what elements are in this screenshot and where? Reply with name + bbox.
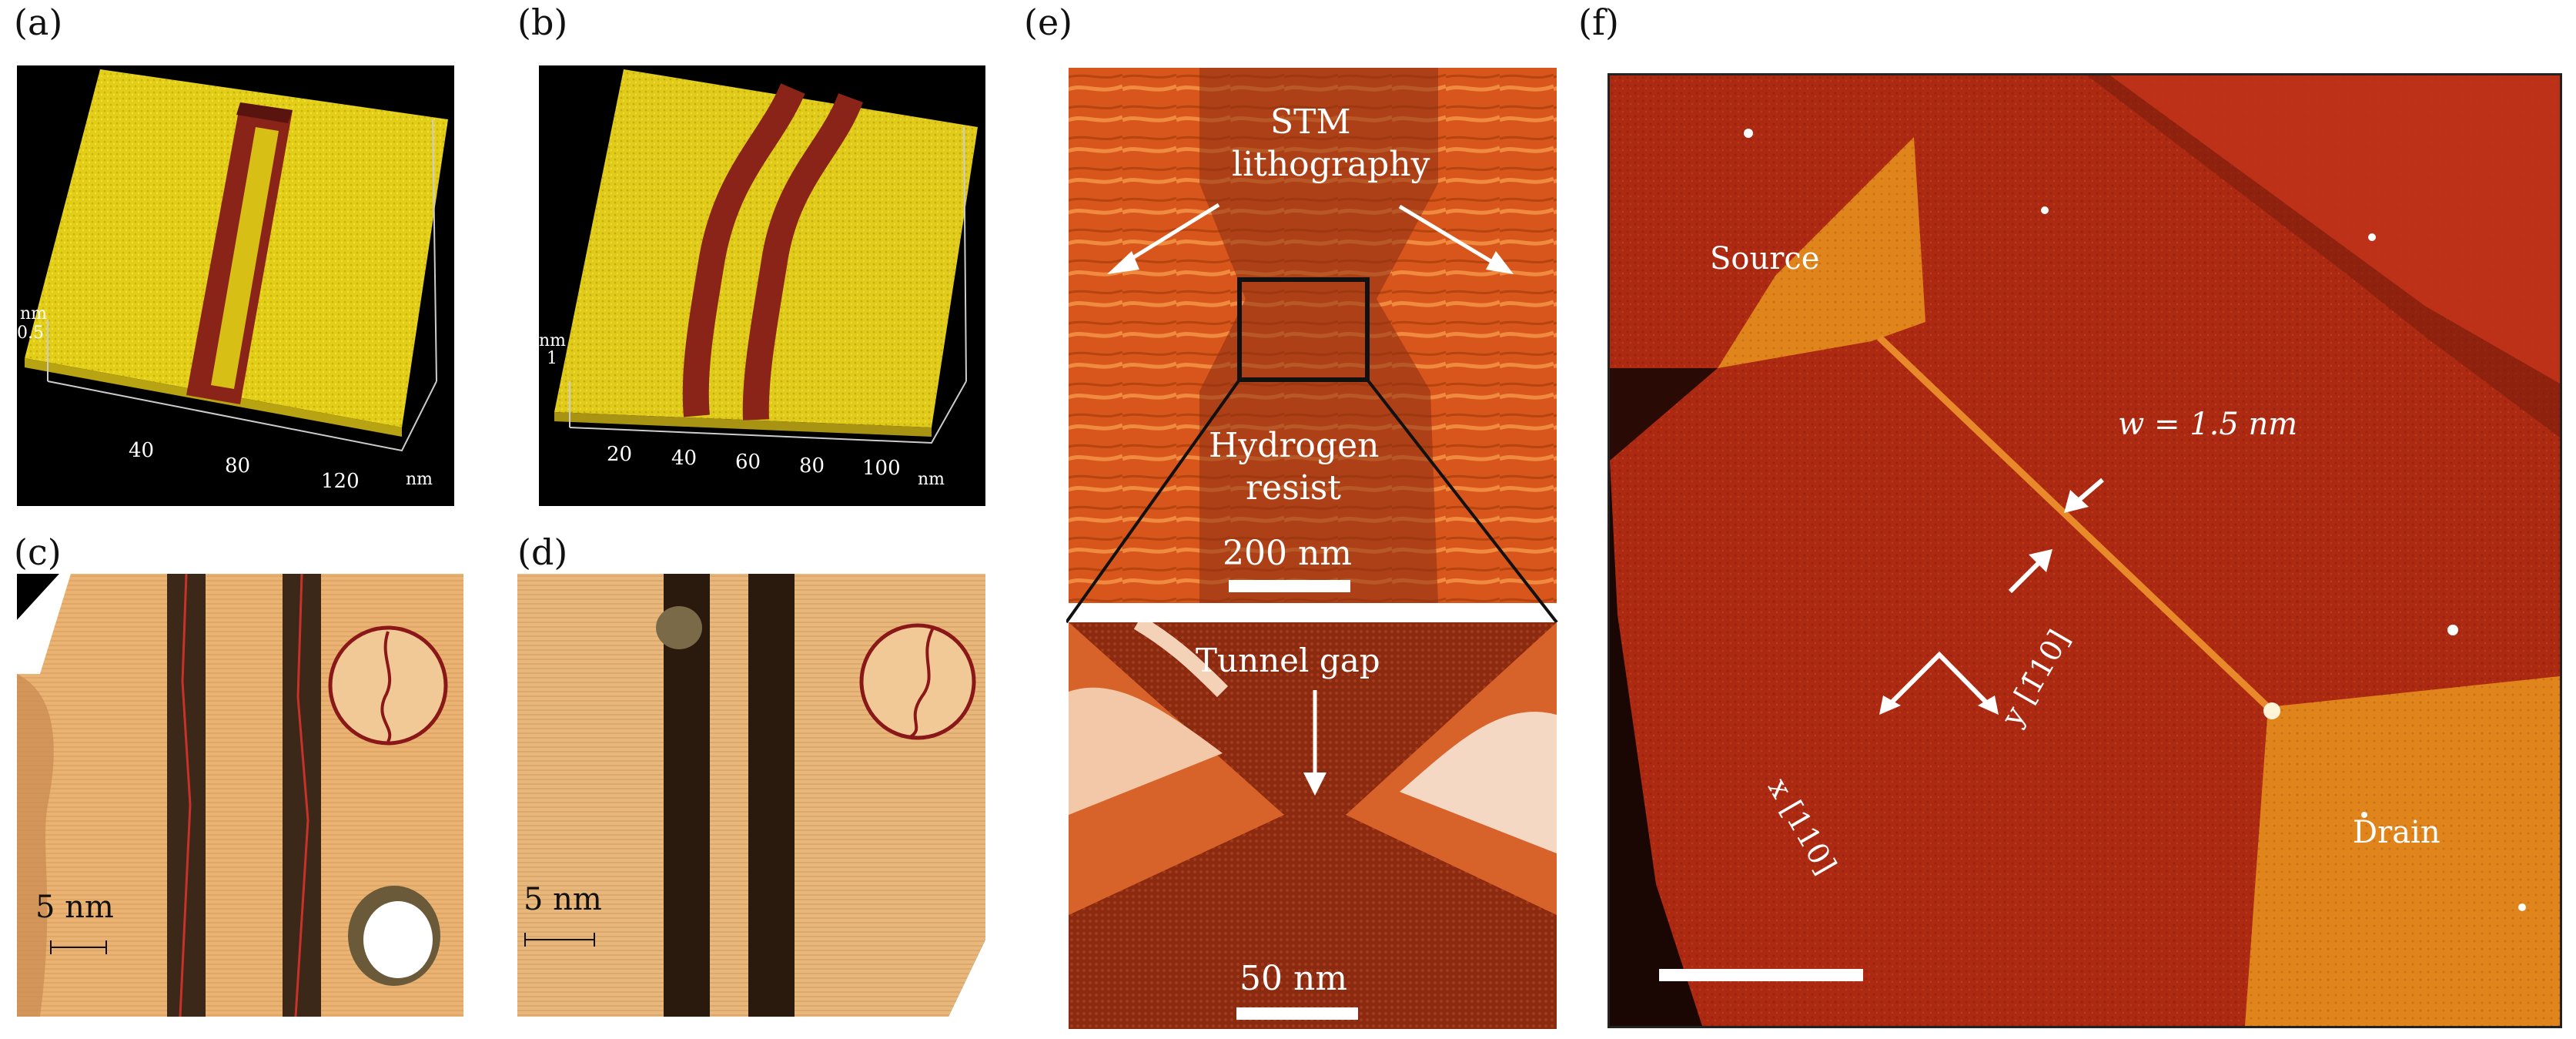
panel-b-x-unit: nm — [918, 470, 945, 489]
panel-e-top-surface — [1069, 68, 1557, 603]
panel-a-x-tick-3: 120 — [321, 470, 360, 493]
panel-e-zoom-lines — [1066, 378, 1558, 624]
panel-a-x-tick-2: 80 — [225, 454, 251, 478]
panel-e-resist-label-1: Hydrogen — [1209, 426, 1380, 465]
panel-b-surface — [554, 69, 978, 444]
panel-a-x-tick-1: 40 — [129, 439, 155, 462]
panel-c-surface — [17, 574, 463, 1017]
panel-f-image: Source Drain w = 1.5 nm x [110] y [1̄10] — [1607, 73, 2562, 1028]
panel-a-v-tick: 0.5 — [17, 323, 44, 343]
panel-e-tunnel-gap-label: Tunnel gap — [1196, 642, 1380, 679]
panel-b-image: nm 1 20 40 60 80 100 nm — [539, 65, 985, 506]
panel-label-c: (c) — [14, 531, 62, 573]
panel-b-x-tick-5: 100 — [862, 457, 901, 480]
panel-c-scale-bar — [50, 940, 107, 954]
panel-a-x-unit: nm — [406, 470, 433, 489]
panel-a-image: nm 0.5 40 80 120 nm — [17, 65, 454, 506]
panel-label-b: (b) — [517, 2, 568, 43]
panel-d-surface — [517, 574, 985, 1017]
panel-e-scale-top-label: 200 nm — [1223, 534, 1353, 573]
panel-b-x-tick-4: 80 — [799, 454, 825, 478]
panel-e-scale-bottom-label: 50 nm — [1239, 959, 1348, 998]
panel-e-top-image: STM lithography Hydrogen resist 200 nm — [1069, 68, 1557, 603]
panel-f-surface — [1610, 75, 2560, 1026]
panel-label-a: (a) — [14, 2, 63, 43]
panel-a-surface — [25, 69, 448, 452]
panel-b-x-tick-1: 20 — [607, 443, 633, 466]
panel-c-image: 5 nm — [17, 574, 463, 1017]
panel-label-d: (d) — [517, 531, 568, 573]
panel-e-bottom-image: Tunnel gap 50 nm — [1069, 622, 1557, 1029]
panel-b-v-tick: 1 — [547, 349, 557, 368]
panel-b-v-unit: nm — [539, 331, 567, 350]
panel-f-drain-label: Drain — [2353, 815, 2441, 850]
panel-f-width-label: w = 1.5 nm — [2118, 407, 2298, 442]
panel-a-v-unit: nm — [20, 304, 48, 323]
panel-e-resist-label-2: resist — [1246, 468, 1341, 508]
panel-e-stm-label-2: lithography — [1232, 145, 1430, 184]
panel-f-source-label: Source — [1710, 241, 1820, 277]
panel-label-f: (f) — [1578, 2, 1619, 43]
panel-b-x-tick-3: 60 — [735, 451, 761, 474]
panel-c-scale-label: 5 nm — [35, 890, 114, 925]
panel-d-image: 5 nm — [517, 574, 985, 1017]
panel-e-bottom-surface — [1069, 622, 1557, 1029]
panel-e-stm-label-1: STM — [1270, 102, 1351, 142]
panel-d-scale-bar — [524, 933, 595, 947]
panel-d-scale-label: 5 nm — [524, 882, 602, 917]
panel-label-e: (e) — [1024, 2, 1073, 43]
panel-b-x-tick-2: 40 — [671, 447, 698, 470]
